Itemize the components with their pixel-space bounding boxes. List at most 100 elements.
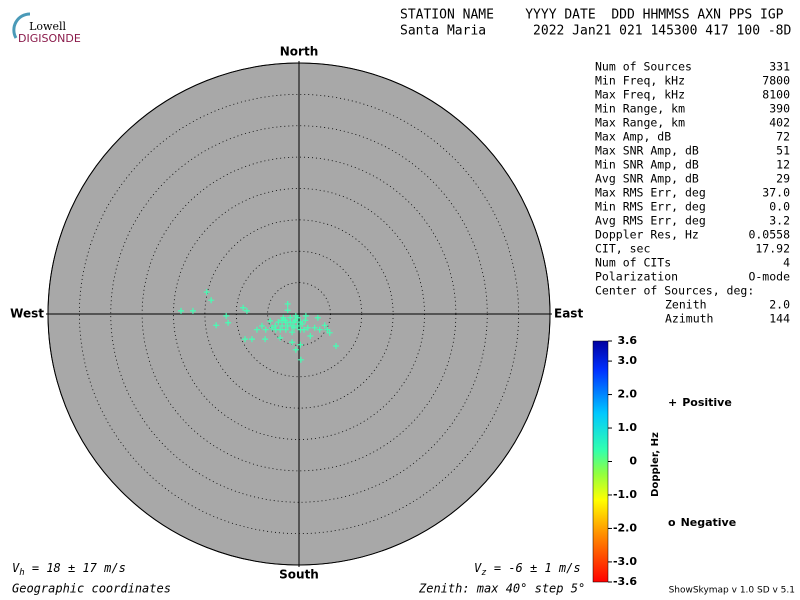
tick-label: 0 <box>629 455 637 468</box>
legend-symbol: + <box>668 396 677 409</box>
source-point <box>203 289 210 296</box>
source-point <box>279 322 286 329</box>
velocity: Vz = -6 ± 1 m/s <box>474 561 581 578</box>
source-point <box>297 319 304 326</box>
stat-label: Min RMS Err, deg <box>595 200 706 214</box>
tick-label: -2.0 <box>613 521 637 534</box>
source-point <box>284 307 291 314</box>
stat-value: 29 <box>776 172 790 186</box>
source-point <box>297 341 304 348</box>
stat-value: 0.0558 <box>748 228 790 242</box>
source-point <box>290 324 297 331</box>
source-point <box>282 326 289 333</box>
source-point <box>258 322 265 329</box>
dir-label: West <box>10 307 44 321</box>
stat-label: Num of Sources <box>595 60 692 74</box>
source-point <box>223 312 230 319</box>
source-point <box>240 304 247 311</box>
source-point <box>289 339 296 346</box>
tick-label: -3.6 <box>613 575 637 588</box>
source-point <box>316 326 323 333</box>
dir-label: South <box>279 568 319 582</box>
source-point <box>243 307 250 314</box>
velocity: Vh = 18 ± 17 m/s <box>12 561 126 578</box>
source-point <box>267 317 274 324</box>
source-point <box>189 307 196 314</box>
logo-top: Lowell <box>29 20 66 33</box>
stat-value: 144 <box>769 312 790 326</box>
legend-name: Positive <box>682 396 732 409</box>
source-point <box>307 332 314 339</box>
velocity-part: = -6 ± 1 m/s <box>487 561 581 575</box>
stat-value: 0.0 <box>769 200 790 214</box>
coords-note: Geographic coordinates <box>12 582 171 596</box>
velocity-part: h <box>19 568 24 578</box>
velocity-part: z <box>481 568 486 578</box>
logo: Lowell DIGISONDE <box>12 12 81 45</box>
stat-label: Azimuth <box>665 312 713 326</box>
source-point <box>269 324 276 331</box>
legend-entry: + Positive <box>668 396 732 409</box>
source-point <box>311 324 318 331</box>
stat-label: Min Freq, kHz <box>595 74 685 88</box>
stat-label: Polarization <box>595 270 678 284</box>
header-values: Santa Maria 2022 Jan21 021 145300 417 10… <box>400 24 792 39</box>
velocity-part: V <box>474 561 482 575</box>
source-point <box>301 326 308 333</box>
version: ShowSkymap v 1.0 SD v 5.1 <box>669 586 795 596</box>
stat-label: Center of Sources, deg: <box>595 284 754 298</box>
colorbar-label: Doppler, Hz <box>650 432 661 497</box>
source-point <box>297 356 304 363</box>
legend-name: Negative <box>681 516 737 529</box>
zenith-note: Zenith: max 40° step 5° <box>418 582 585 596</box>
source-point <box>253 326 260 333</box>
tick-label: 3.0 <box>618 354 638 367</box>
source-point <box>248 336 255 343</box>
tick-label: 3.6 <box>618 334 638 347</box>
source-point <box>262 336 269 343</box>
stat-value: 3.2 <box>769 214 790 228</box>
dir-label: North <box>280 45 318 59</box>
source-point <box>208 297 215 304</box>
stat-label: Max RMS Err, deg <box>595 186 706 200</box>
stat-label: CIT, sec <box>595 242 650 256</box>
stat-value: 2.0 <box>769 298 790 312</box>
stat-label: Min Range, km <box>595 102 685 116</box>
legend-symbol: o <box>668 516 676 529</box>
source-point <box>333 343 340 350</box>
stat-value: 402 <box>769 116 790 130</box>
stat-value: 72 <box>776 130 790 144</box>
source-point <box>321 322 328 329</box>
stat-value: O-mode <box>748 270 790 284</box>
colorbar <box>592 340 609 583</box>
velocity-part: = 18 ± 17 m/s <box>25 561 126 575</box>
source-point <box>282 319 289 326</box>
stat-label: Max Freq, kHz <box>595 88 685 102</box>
source-point <box>262 326 269 333</box>
header-columns: STATION NAME YYYY DATE DDD HHMMSS AXN PP… <box>400 8 784 23</box>
source-point <box>292 312 299 319</box>
stat-value: 37.0 <box>762 186 790 200</box>
source-point <box>277 334 284 341</box>
tick-label: 1.0 <box>618 421 638 434</box>
source-point <box>287 314 294 321</box>
legend-entry: o Negative <box>668 516 736 529</box>
stat-label: Max Range, km <box>595 116 685 130</box>
stat-label: Min SNR Amp, dB <box>595 158 699 172</box>
source-point <box>294 322 301 329</box>
velocity-part: V <box>12 561 20 575</box>
source-point <box>302 312 309 319</box>
source-point <box>292 346 299 353</box>
source-point <box>290 319 297 326</box>
source-point <box>284 300 291 307</box>
source-point <box>302 317 309 324</box>
stat-value: 7800 <box>762 74 790 88</box>
tick-label: 2.0 <box>618 388 638 401</box>
stat-value: 331 <box>769 60 790 74</box>
source-point <box>178 307 185 314</box>
dir-label: East <box>554 307 583 321</box>
tick-label: -1.0 <box>613 488 637 501</box>
source-point <box>213 322 220 329</box>
stat-label: Avg RMS Err, deg <box>595 214 706 228</box>
